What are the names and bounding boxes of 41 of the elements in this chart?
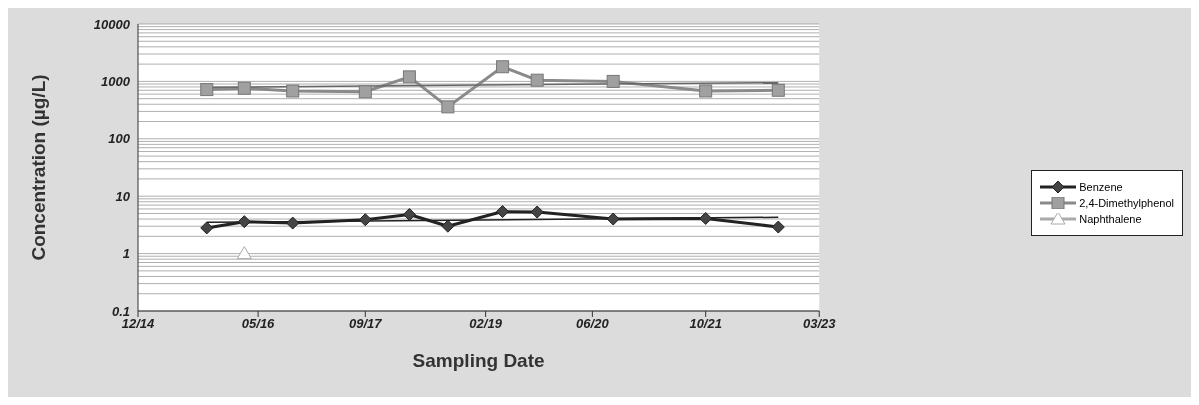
y-tick-label: 10000 bbox=[93, 16, 131, 32]
point bbox=[402, 70, 416, 84]
x-axis-title: Sampling Date bbox=[412, 350, 545, 371]
point bbox=[771, 220, 785, 234]
legend-label: Naphthalene bbox=[1079, 212, 1142, 225]
point bbox=[496, 205, 510, 219]
point bbox=[358, 213, 372, 227]
point bbox=[699, 84, 713, 98]
point bbox=[358, 85, 372, 99]
point bbox=[606, 212, 620, 226]
legend-label: Benzene bbox=[1079, 180, 1123, 193]
point bbox=[200, 83, 214, 97]
point bbox=[606, 74, 620, 88]
point bbox=[236, 246, 252, 260]
point bbox=[441, 219, 455, 233]
point bbox=[530, 205, 544, 219]
x-tick-label: 02/19 bbox=[469, 316, 503, 332]
point bbox=[771, 83, 785, 97]
legend-label: 2,4-Dimethylphenol bbox=[1079, 196, 1174, 209]
y-tick-label: 10 bbox=[115, 188, 131, 204]
point bbox=[402, 208, 416, 221]
point bbox=[237, 81, 251, 95]
x-tick-label: 10/21 bbox=[689, 316, 722, 332]
y-tick-label: 1000 bbox=[101, 74, 131, 90]
y-axis-title: Concentration (µg/L) bbox=[27, 74, 49, 261]
point bbox=[496, 60, 510, 74]
x-tick-label: 09/17 bbox=[349, 316, 383, 332]
x-tick-label: 06/20 bbox=[576, 316, 610, 332]
y-tick-label: 0.1 bbox=[111, 303, 130, 319]
point bbox=[441, 100, 455, 114]
y-tick-label: 1 bbox=[122, 246, 130, 262]
x-tick-label: 05/16 bbox=[241, 316, 276, 332]
y-tick-label: 100 bbox=[108, 131, 131, 147]
point bbox=[286, 216, 300, 230]
point bbox=[286, 84, 300, 98]
point bbox=[699, 211, 713, 225]
point bbox=[200, 221, 214, 235]
x-tick-label: 03/23 bbox=[802, 316, 837, 332]
point bbox=[237, 215, 251, 229]
point bbox=[530, 73, 544, 87]
x-tick-label: 12/14 bbox=[121, 316, 156, 332]
